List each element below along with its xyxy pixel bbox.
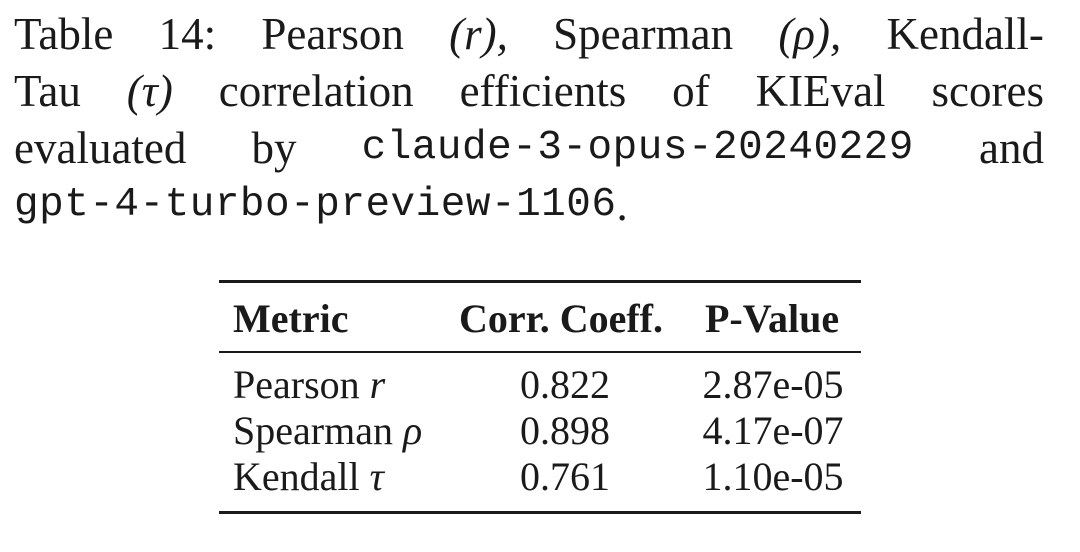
caption-spearman-symbol: (ρ), bbox=[778, 9, 842, 59]
coeff-cell: 0.761 bbox=[520, 454, 610, 499]
coeff-cell: 0.822 bbox=[520, 362, 610, 407]
caption-line-2: Tau (τ) correlation efficients of KIEval… bbox=[14, 63, 1044, 120]
caption-word: and bbox=[978, 123, 1044, 173]
metric-name: Spearman bbox=[233, 408, 393, 453]
metric-cell: Spearman ρ bbox=[233, 407, 422, 454]
coeff-cell: 0.898 bbox=[520, 408, 610, 453]
metric-cell: Kendall τ bbox=[233, 453, 384, 500]
table-mid-rule bbox=[219, 351, 861, 353]
caption-word: Kendall- bbox=[886, 9, 1044, 59]
metric-name: Kendall bbox=[233, 454, 360, 499]
caption-line-3: evaluated by claude-3-opus-20240229 and bbox=[14, 120, 1044, 177]
caption-table-number: 14: bbox=[158, 9, 217, 59]
caption-word: of bbox=[672, 66, 710, 116]
metric-cell: Pearson r bbox=[233, 361, 385, 408]
caption-word: correlation bbox=[218, 66, 414, 116]
table-row: Spearman ρ 0.898 4.17e-07 bbox=[219, 407, 861, 453]
caption-word: Spearman bbox=[553, 9, 734, 59]
caption-line-4: gpt-4-turbo-preview-1106. bbox=[14, 177, 1044, 234]
caption-word: scores bbox=[931, 66, 1044, 116]
caption-kendall-symbol: (τ) bbox=[126, 66, 173, 116]
table-bottom-rule bbox=[219, 511, 861, 514]
table-row: Kendall τ 0.761 1.10e-05 bbox=[219, 453, 861, 499]
caption-word: by bbox=[251, 123, 297, 173]
metric-name: Pearson bbox=[233, 362, 360, 407]
table-top-rule bbox=[219, 280, 861, 283]
table-row: Pearson r 0.822 2.87e-05 bbox=[219, 361, 861, 407]
pvalue-cell: 1.10e-05 bbox=[702, 454, 844, 499]
header-p-value: P-Value bbox=[705, 296, 840, 341]
table-header-row: Metric Corr. Coeff. P-Value bbox=[219, 283, 861, 351]
header-corr-coeff: Corr. Coeff. bbox=[459, 296, 664, 341]
caption-word: efficients bbox=[459, 66, 627, 116]
correlation-table: Metric Corr. Coeff. P-Value Pearson r 0.… bbox=[219, 280, 861, 514]
caption-period: . bbox=[616, 180, 628, 230]
metric-symbol: τ bbox=[369, 454, 384, 499]
caption-word: Table bbox=[14, 9, 114, 59]
caption-pearson-symbol: (r), bbox=[449, 9, 508, 59]
pvalue-cell: 4.17e-07 bbox=[702, 408, 844, 453]
metric-symbol: ρ bbox=[402, 408, 423, 453]
pvalue-cell: 2.87e-05 bbox=[702, 362, 844, 407]
metric-symbol: r bbox=[369, 362, 386, 407]
caption-word: Pearson bbox=[261, 9, 404, 59]
header-metric: Metric bbox=[233, 296, 349, 341]
caption-line-1: Table 14: Pearson (r), Spearman (ρ), Ken… bbox=[14, 6, 1044, 63]
table-caption: Table 14: Pearson (r), Spearman (ρ), Ken… bbox=[14, 6, 1044, 234]
caption-model-b: gpt-4-turbo-preview-1106 bbox=[14, 182, 617, 228]
caption-word: KIEval bbox=[755, 66, 886, 116]
caption-word: Tau bbox=[14, 66, 81, 116]
caption-model-a: claude-3-opus-20240229 bbox=[361, 125, 914, 171]
caption-word: evaluated bbox=[14, 123, 187, 173]
